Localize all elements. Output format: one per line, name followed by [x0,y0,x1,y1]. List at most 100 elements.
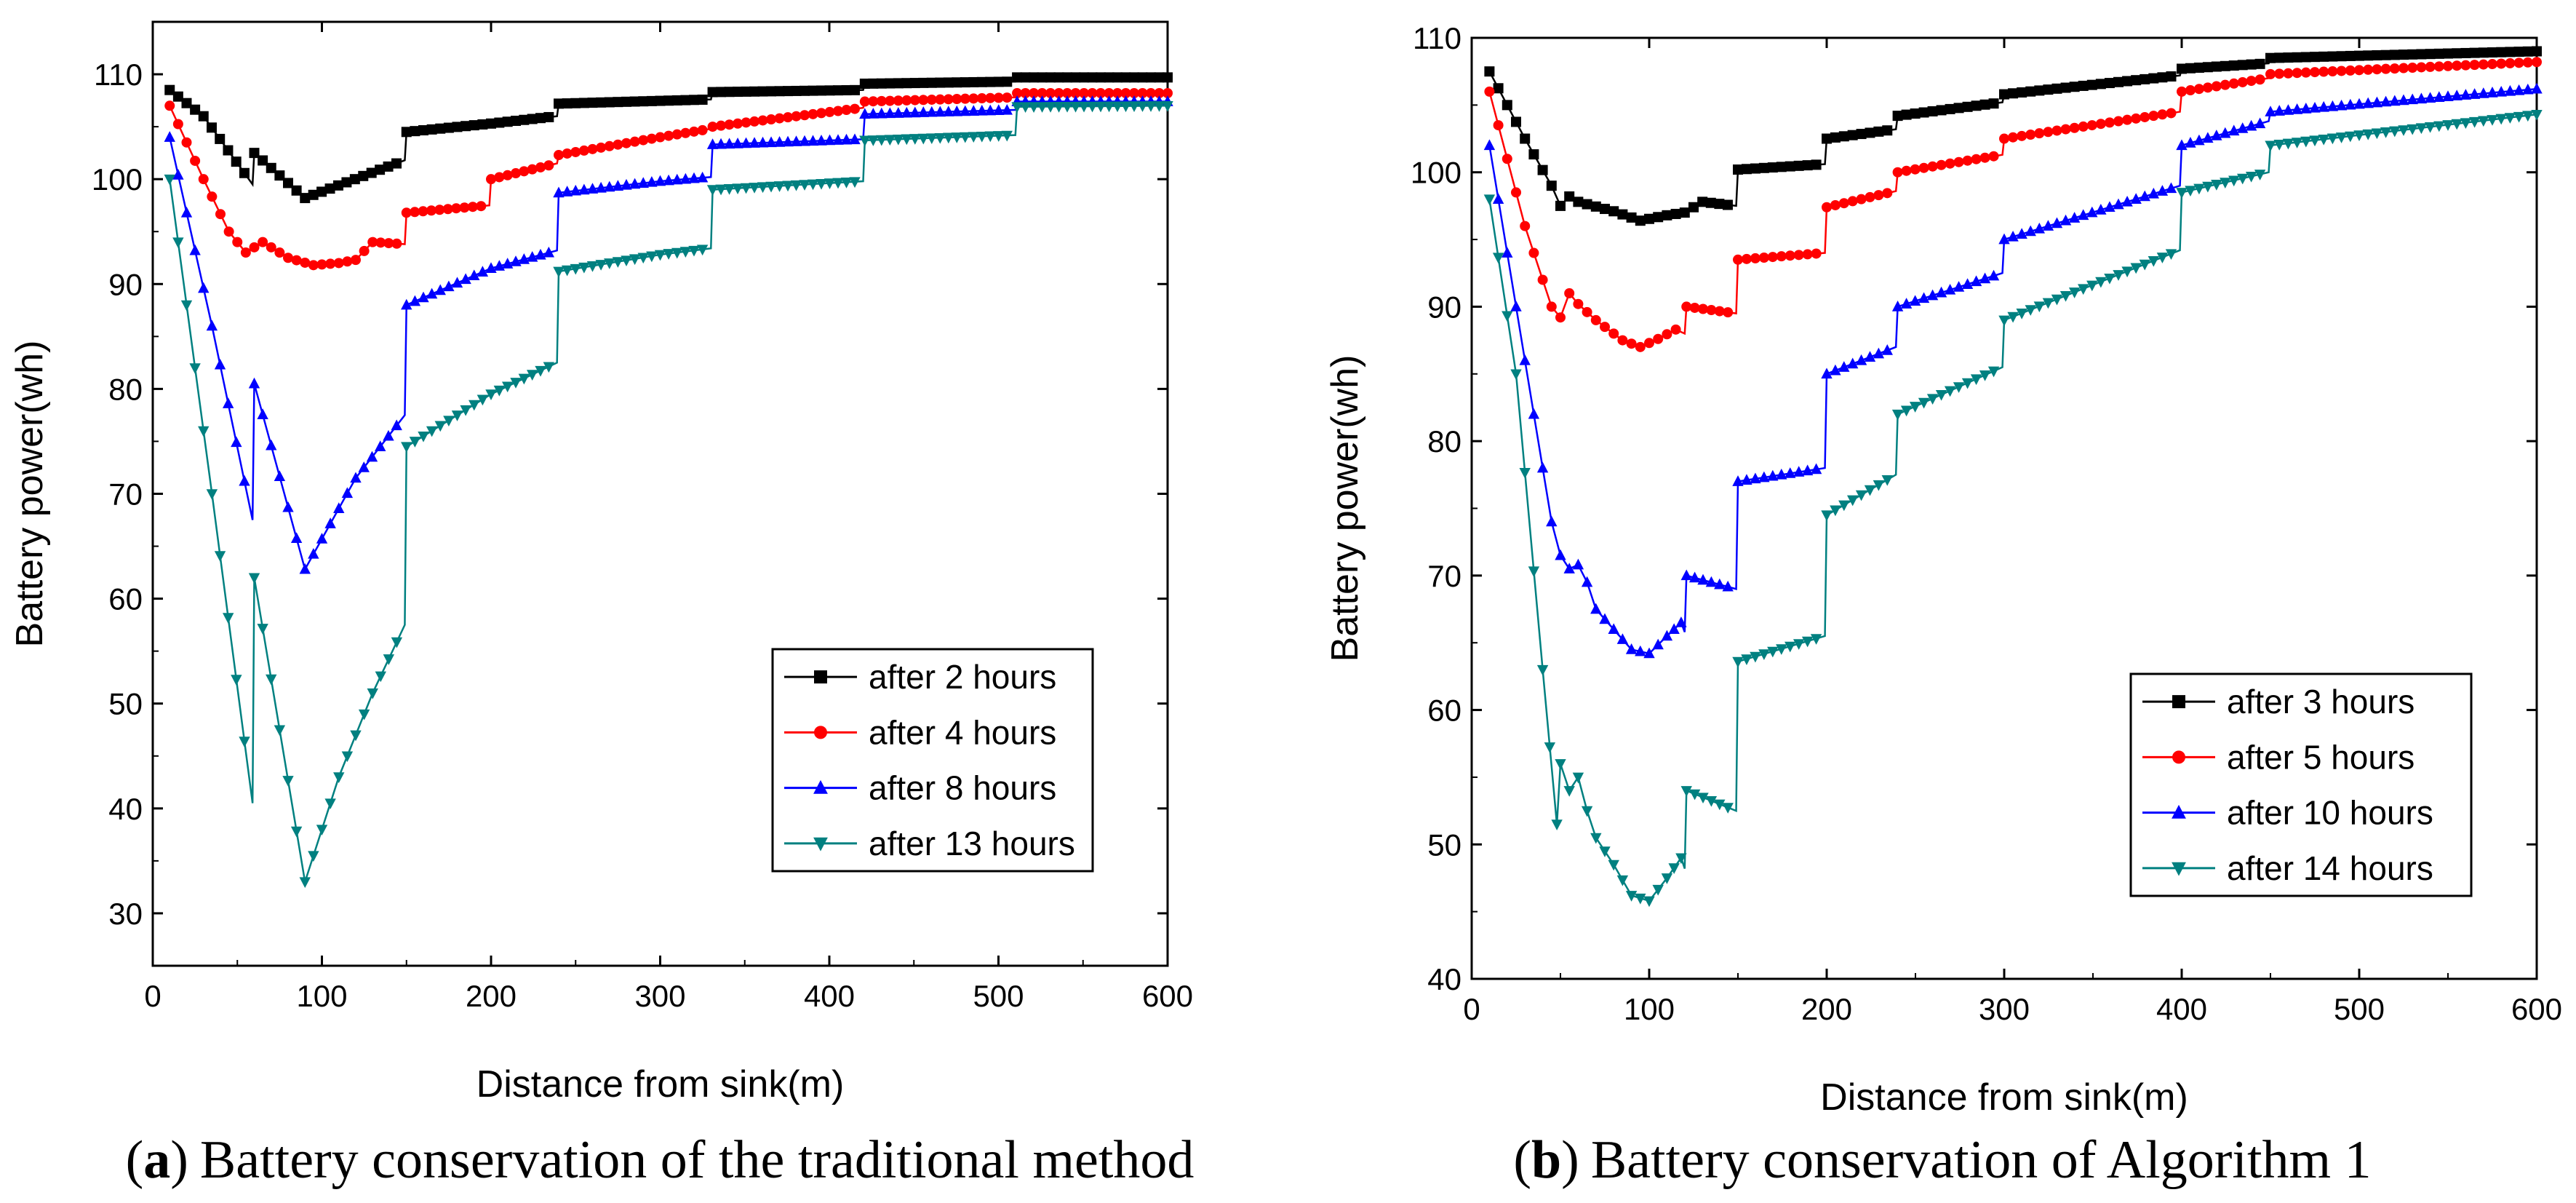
data-point [893,95,904,106]
data-point [2415,92,2428,104]
data-point [1616,633,1629,644]
data-point [1120,72,1131,83]
data-point [2310,52,2320,63]
data-point [1988,98,1999,109]
data-point [2495,85,2507,97]
data-point [2157,109,2168,120]
data-point [1617,335,1628,346]
data-point [1652,638,1664,650]
data-point [2122,76,2133,87]
data-point [960,77,970,88]
data-point [239,475,250,486]
legend-label: after 2 hours [869,658,1056,696]
data-point [2148,73,2159,84]
data-point [1145,101,1157,112]
data-point [791,85,802,96]
data-point [2513,47,2524,57]
data-point [274,170,285,181]
data-point [341,487,354,499]
data-point [2104,201,2116,213]
data-point [2522,111,2534,122]
data-point [2148,255,2160,267]
data-point [2202,82,2213,93]
data-point [452,122,463,132]
data-point [418,206,428,217]
data-point [680,127,691,138]
data-point [2265,106,2276,116]
data-point [282,776,294,787]
y-tick-label: 100 [1411,156,1462,190]
data-point [350,730,362,742]
data-point [2121,195,2133,207]
data-point [1520,221,1531,231]
data-point [757,115,768,126]
data-point [1697,793,1709,804]
data-point [1053,72,1064,83]
data-point [2318,100,2329,112]
data-point [486,174,496,185]
data-point [1483,194,1496,206]
caption-text: Battery conservation of the traditional … [200,1130,1195,1190]
data-point [1750,163,1760,174]
data-point [2007,230,2019,242]
data-point [909,106,921,118]
data-point [409,295,421,306]
data-point [1944,283,1956,295]
data-point [901,134,913,146]
data-point [952,94,962,105]
data-point [688,172,700,183]
data-point [604,97,615,108]
data-point [1572,558,1584,570]
data-point [1581,806,1593,817]
data-point [824,134,836,146]
data-point [1154,72,1165,83]
data-point [638,135,649,146]
data-point [1688,789,1701,801]
data-point [1909,402,1921,413]
data-point [1681,301,1692,312]
data-point [2452,48,2463,59]
data-point [189,244,201,255]
data-point [435,123,446,134]
data-point [401,442,412,453]
data-point [2309,101,2321,113]
series-after-13-hours [164,100,1173,889]
data-point [757,86,768,97]
data-point [300,193,311,204]
data-point [2531,109,2543,121]
data-point [2372,50,2382,61]
y-tick-label: 40 [1427,962,1462,996]
data-point [1801,636,1814,648]
data-point [1758,162,1769,173]
data-point [190,104,201,115]
data-point [494,172,505,183]
data-point [1722,580,1734,592]
data-point [332,180,343,191]
data-point [443,416,455,427]
data-point [1970,275,1982,287]
data-point [1892,111,1903,122]
data-point [1987,269,2000,281]
data-point [1891,409,1904,421]
data-point [943,94,954,105]
data-point [316,259,327,270]
data-point [621,255,632,267]
data-point [968,132,979,143]
data-point [1802,160,1813,171]
data-point [1120,101,1132,113]
data-point [1830,199,1841,210]
data-point [249,242,260,253]
data-point [859,96,870,107]
data-point [1670,324,1681,335]
x-axis-label: Distance from sink(m) [476,1063,845,1105]
data-point [2193,84,2204,95]
data-point [1573,196,1584,207]
data-point [901,95,912,106]
data-point [741,86,751,97]
data-point [2185,186,2196,197]
data-point [1546,301,1557,312]
data-point [2017,87,2027,98]
data-point [486,118,496,129]
data-point [1706,305,1717,316]
data-point [401,207,412,218]
